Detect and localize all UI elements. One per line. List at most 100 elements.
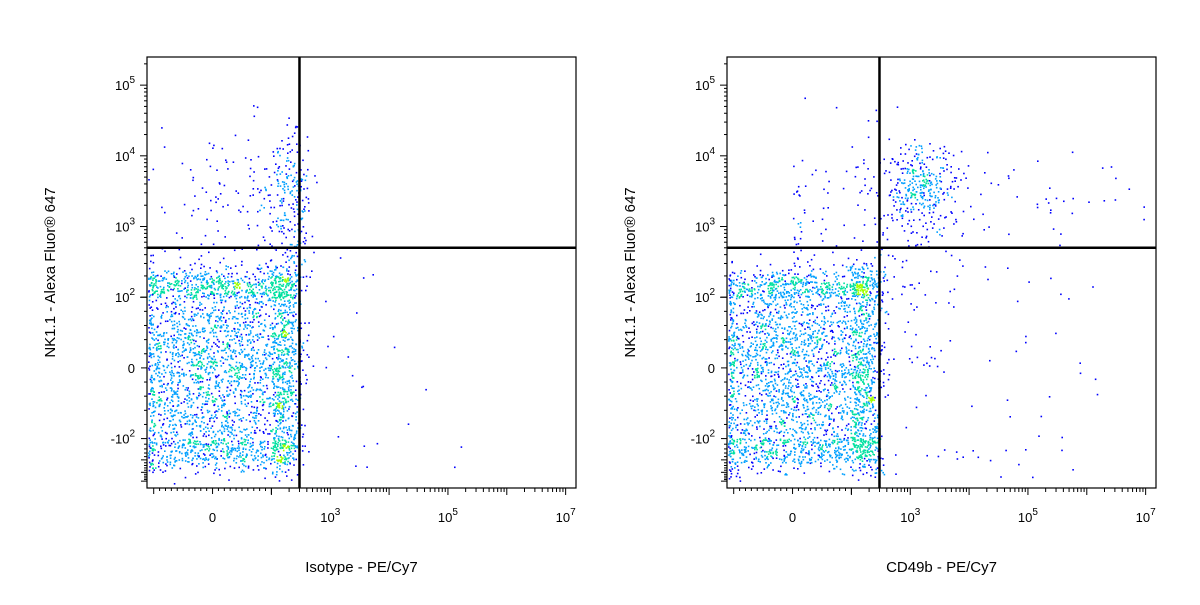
data-point [244, 314, 246, 316]
data-point [295, 416, 297, 418]
data-point [754, 453, 756, 455]
data-point [793, 306, 795, 308]
data-point [222, 148, 224, 150]
data-point [173, 335, 175, 337]
data-point [790, 299, 792, 301]
data-point [849, 361, 851, 363]
data-point [181, 453, 183, 455]
data-point [155, 338, 157, 340]
data-point [234, 458, 236, 460]
data-point [297, 474, 299, 476]
data-point [155, 279, 157, 281]
data-point [797, 375, 799, 377]
data-point [784, 305, 786, 307]
data-point [759, 355, 761, 357]
data-point [175, 443, 177, 445]
data-point [280, 413, 282, 415]
data-point [264, 351, 266, 353]
data-point [191, 311, 193, 313]
data-point [794, 325, 796, 327]
data-point [276, 471, 278, 473]
data-point [295, 199, 297, 201]
data-point [153, 274, 155, 276]
data-point [249, 289, 251, 291]
data-point [167, 461, 169, 463]
data-point [221, 432, 223, 434]
data-point [798, 386, 800, 388]
data-point [235, 389, 237, 391]
data-point [778, 470, 780, 472]
data-point [841, 370, 843, 372]
data-point [174, 276, 176, 278]
data-point [864, 458, 866, 460]
data-point [213, 302, 215, 304]
data-point [205, 449, 207, 451]
data-point [274, 385, 276, 387]
data-point [283, 220, 285, 222]
data-point [265, 313, 267, 315]
data-point [194, 455, 196, 457]
data-point [824, 400, 826, 402]
data-point [272, 329, 274, 331]
data-point [172, 405, 174, 407]
data-point [287, 383, 289, 385]
data-point [166, 399, 168, 401]
data-point [200, 273, 202, 275]
data-point [852, 272, 854, 274]
data-point [219, 387, 221, 389]
data-point [264, 478, 266, 480]
data-point [840, 330, 842, 332]
data-point [185, 328, 187, 330]
data-point [154, 442, 156, 444]
data-point [252, 438, 254, 440]
data-point [348, 356, 350, 358]
data-point [202, 331, 204, 333]
data-point [279, 419, 281, 421]
data-point [173, 302, 175, 304]
data-point [213, 405, 215, 407]
data-point [770, 401, 772, 403]
data-point [213, 145, 215, 147]
data-point [852, 265, 854, 267]
data-point [236, 295, 238, 297]
data-point [809, 371, 811, 373]
data-point [204, 351, 206, 353]
data-point [290, 294, 292, 296]
data-point [768, 305, 770, 307]
data-point [733, 345, 735, 347]
data-point [190, 294, 192, 296]
data-point [196, 416, 198, 418]
data-point [302, 160, 304, 162]
data-point [853, 334, 855, 336]
data-point [177, 405, 179, 407]
data-point [776, 413, 778, 415]
data-point [208, 298, 210, 300]
data-point [256, 412, 258, 414]
data-point [792, 413, 794, 415]
data-point [821, 358, 823, 360]
data-point [176, 432, 178, 434]
data-point [750, 355, 752, 357]
data-point [733, 362, 735, 364]
data-point [773, 276, 775, 278]
data-point [247, 300, 249, 302]
data-point [257, 407, 259, 409]
data-point [241, 337, 243, 339]
data-point [157, 287, 159, 289]
data-point [195, 284, 197, 286]
data-point [274, 461, 276, 463]
data-point [193, 278, 195, 280]
data-point [284, 445, 286, 447]
data-point [165, 372, 167, 374]
data-point [269, 243, 271, 245]
data-point [254, 370, 256, 372]
data-point [272, 333, 274, 335]
data-point [796, 386, 798, 388]
data-point [284, 456, 286, 458]
data-point [249, 325, 251, 327]
data-point [778, 312, 780, 314]
data-point [820, 338, 822, 340]
data-point [239, 324, 241, 326]
data-point [863, 305, 865, 307]
data-point [273, 348, 275, 350]
